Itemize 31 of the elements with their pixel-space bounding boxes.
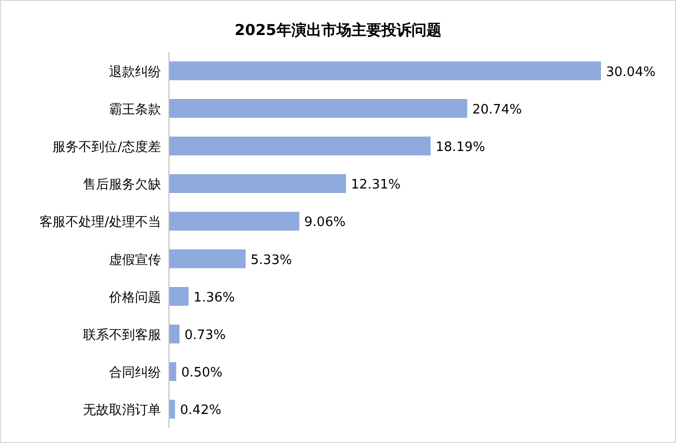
data-label: 12.31% (351, 178, 401, 193)
y-tick-label: 价格问题 (108, 290, 161, 306)
y-tick-label: 退款纠纷 (109, 64, 161, 80)
data-label: 0.50% (181, 366, 223, 381)
bar (169, 174, 346, 193)
data-label: 0.73% (184, 328, 226, 343)
data-label: 20.74% (472, 102, 522, 118)
data-label: 18.19% (436, 140, 486, 155)
y-tick-label: 客服不处理/处理不当 (40, 214, 161, 230)
bar (169, 362, 176, 381)
bar (169, 287, 189, 306)
data-label: 5.33% (250, 252, 292, 268)
bar (169, 99, 468, 118)
bar (169, 249, 246, 268)
y-tick-label: 合同纠纷 (109, 366, 161, 381)
data-label: 1.36% (194, 290, 235, 306)
bar (169, 400, 176, 419)
bar (169, 324, 180, 344)
y-tick-label: 霸王条款 (109, 102, 161, 118)
y-tick-label: 售后服务欠缺 (83, 178, 161, 193)
y-tick-label: 无故取消订单 (83, 403, 161, 418)
data-label: 0.42% (180, 403, 222, 418)
bar (169, 212, 300, 231)
chart-title: 2025年演出市场主要投诉问题 (234, 21, 442, 39)
data-label: 30.04% (606, 64, 656, 80)
y-tick-label: 虚假宣传 (109, 252, 161, 268)
y-tick-label: 联系不到客服 (83, 327, 161, 343)
bar (169, 136, 431, 156)
data-label: 9.06% (304, 215, 346, 230)
bar (169, 61, 601, 80)
y-tick-label: 服务不到位/态度差 (52, 139, 161, 155)
